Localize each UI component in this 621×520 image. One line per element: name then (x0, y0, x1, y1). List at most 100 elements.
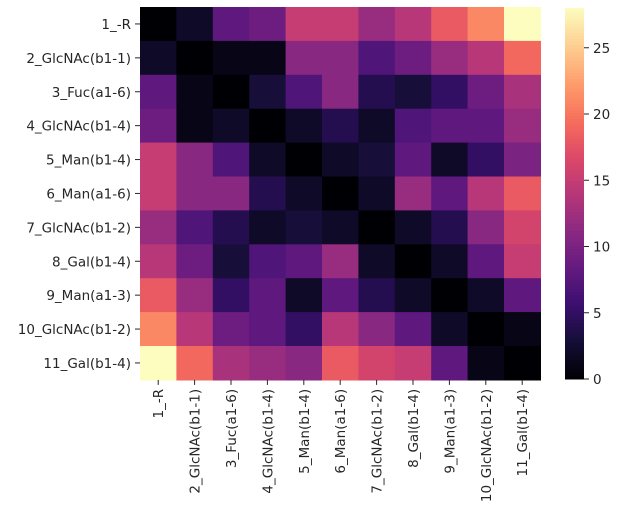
y-tick-label: 4_GlcNAc(b1-4) (26, 119, 131, 135)
y-tick-label: 10_GlcNAc(b1-2) (18, 322, 131, 338)
colorbar-segment (565, 344, 584, 349)
colorbar-segment (565, 116, 584, 120)
heatmap-cell (249, 74, 287, 110)
colorbar-segment (565, 168, 584, 173)
colorbar-tick-label: 5 (593, 306, 602, 322)
x-tick-labels: 1_-R 2_GlcNAc(b1-1) 3_Fuc(a1-6) 4_GlcNAc(b1… (151, 379, 531, 502)
colorbar-segment (565, 97, 584, 102)
colorbar-segment (565, 119, 584, 123)
heatmap-cell (394, 7, 432, 42)
heatmap-cell (285, 142, 323, 178)
colorbar-segment (565, 233, 584, 238)
y-tick-label: 9_Man(a1-3) (46, 288, 131, 304)
heatmap-cell (249, 244, 287, 279)
colorbar-segment (565, 292, 584, 297)
colorbar-segment (565, 165, 584, 170)
colorbar-segment (565, 218, 584, 222)
colorbar-segment (565, 38, 584, 43)
colorbar-segment (565, 246, 584, 250)
colorbar-segment (565, 239, 584, 244)
heatmap-cell (504, 40, 541, 76)
x-tick-label: 7_GlcNAc(b1-2) (370, 389, 386, 494)
colorbar-segment (565, 332, 584, 337)
heatmap-cell (176, 108, 214, 144)
y-tick-label: 11_Gal(b1-4) (43, 356, 131, 372)
colorbar-segment (565, 48, 584, 52)
heatmap-cell (394, 312, 432, 347)
colorbar-segment (565, 79, 584, 83)
heatmap-cell (431, 176, 469, 211)
colorbar-segment (565, 208, 584, 213)
colorbar-segment (565, 91, 584, 96)
x-tick-label: 1_-R (151, 389, 167, 419)
colorbar-segment (565, 103, 584, 108)
colorbar-segment (565, 372, 584, 377)
colorbar-segment (565, 187, 584, 191)
colorbar-segment (565, 131, 584, 136)
colorbar-segment (565, 202, 584, 207)
heatmap-cell (358, 346, 396, 381)
colorbar-segment (565, 236, 584, 241)
colorbar-segment (565, 304, 584, 309)
colorbar-segment (565, 261, 584, 266)
heatmap-cell (249, 176, 287, 211)
colorbar-segment (565, 212, 584, 216)
heatmap-cell (212, 108, 250, 144)
colorbar-segment (565, 76, 584, 80)
colorbar-tick-label: 0 (593, 372, 602, 388)
heatmap-cell (467, 7, 505, 42)
heatmap-cell (358, 244, 396, 279)
heatmap-cell (176, 312, 214, 347)
heatmap-cell (467, 176, 505, 211)
heatmap-cell (467, 210, 505, 245)
heatmap-cell (322, 108, 359, 144)
colorbar-segment (565, 357, 584, 361)
x-tick-label: 2_GlcNAc(b1-1) (188, 389, 204, 494)
x-tick-label: 6_Man(a1-6) (333, 389, 349, 474)
colorbar-segment (565, 8, 584, 12)
heatmap-cell (212, 278, 250, 313)
heatmap-cell (212, 7, 250, 42)
heatmap-cell (249, 312, 287, 347)
heatmap-cell (140, 176, 177, 211)
heatmap-cell (322, 142, 359, 178)
heatmap-cell (176, 210, 214, 245)
colorbar-segment (565, 20, 584, 24)
colorbar-segment (565, 82, 584, 86)
heatmap-cell (322, 74, 359, 110)
heatmap-cell (140, 7, 177, 42)
colorbar-segment (565, 153, 584, 157)
heatmap-cell (504, 142, 541, 178)
heatmap-cell (140, 142, 177, 178)
x-tick-label: 8_Gal(b1-4) (406, 389, 422, 468)
heatmap-cell (140, 244, 177, 279)
colorbar-segment (565, 140, 584, 145)
y-tick-label: 8_Gal(b1-4) (52, 254, 131, 270)
heatmap-cell (322, 40, 359, 76)
colorbar-segment (565, 45, 584, 49)
heatmap-cell (358, 142, 396, 178)
heatmap-cell (322, 244, 359, 279)
colorbar (565, 8, 584, 380)
colorbar-segment (565, 307, 584, 312)
colorbar-segment (565, 242, 584, 247)
heatmap-cell (394, 346, 432, 381)
colorbar-segment (565, 17, 584, 21)
heatmap-cell (394, 74, 432, 110)
heatmap-cell (249, 142, 287, 178)
heatmap-cell (140, 74, 177, 110)
colorbar-segment (565, 88, 584, 92)
x-tick-label: 10_GlcNAc(b1-2) (479, 389, 495, 502)
colorbar-segment (565, 369, 584, 374)
heatmap-cell (285, 40, 323, 76)
heatmap-cell (394, 278, 432, 313)
heatmap-cell (249, 7, 287, 42)
colorbar-segment (565, 286, 584, 290)
colorbar-segment (565, 29, 584, 34)
colorbar-segment (565, 128, 584, 133)
colorbar-segment (565, 230, 584, 235)
colorbar-segment (565, 267, 584, 272)
colorbar-segment (565, 276, 584, 281)
heatmap-cell (176, 7, 214, 42)
heatmap-cell (358, 312, 396, 347)
